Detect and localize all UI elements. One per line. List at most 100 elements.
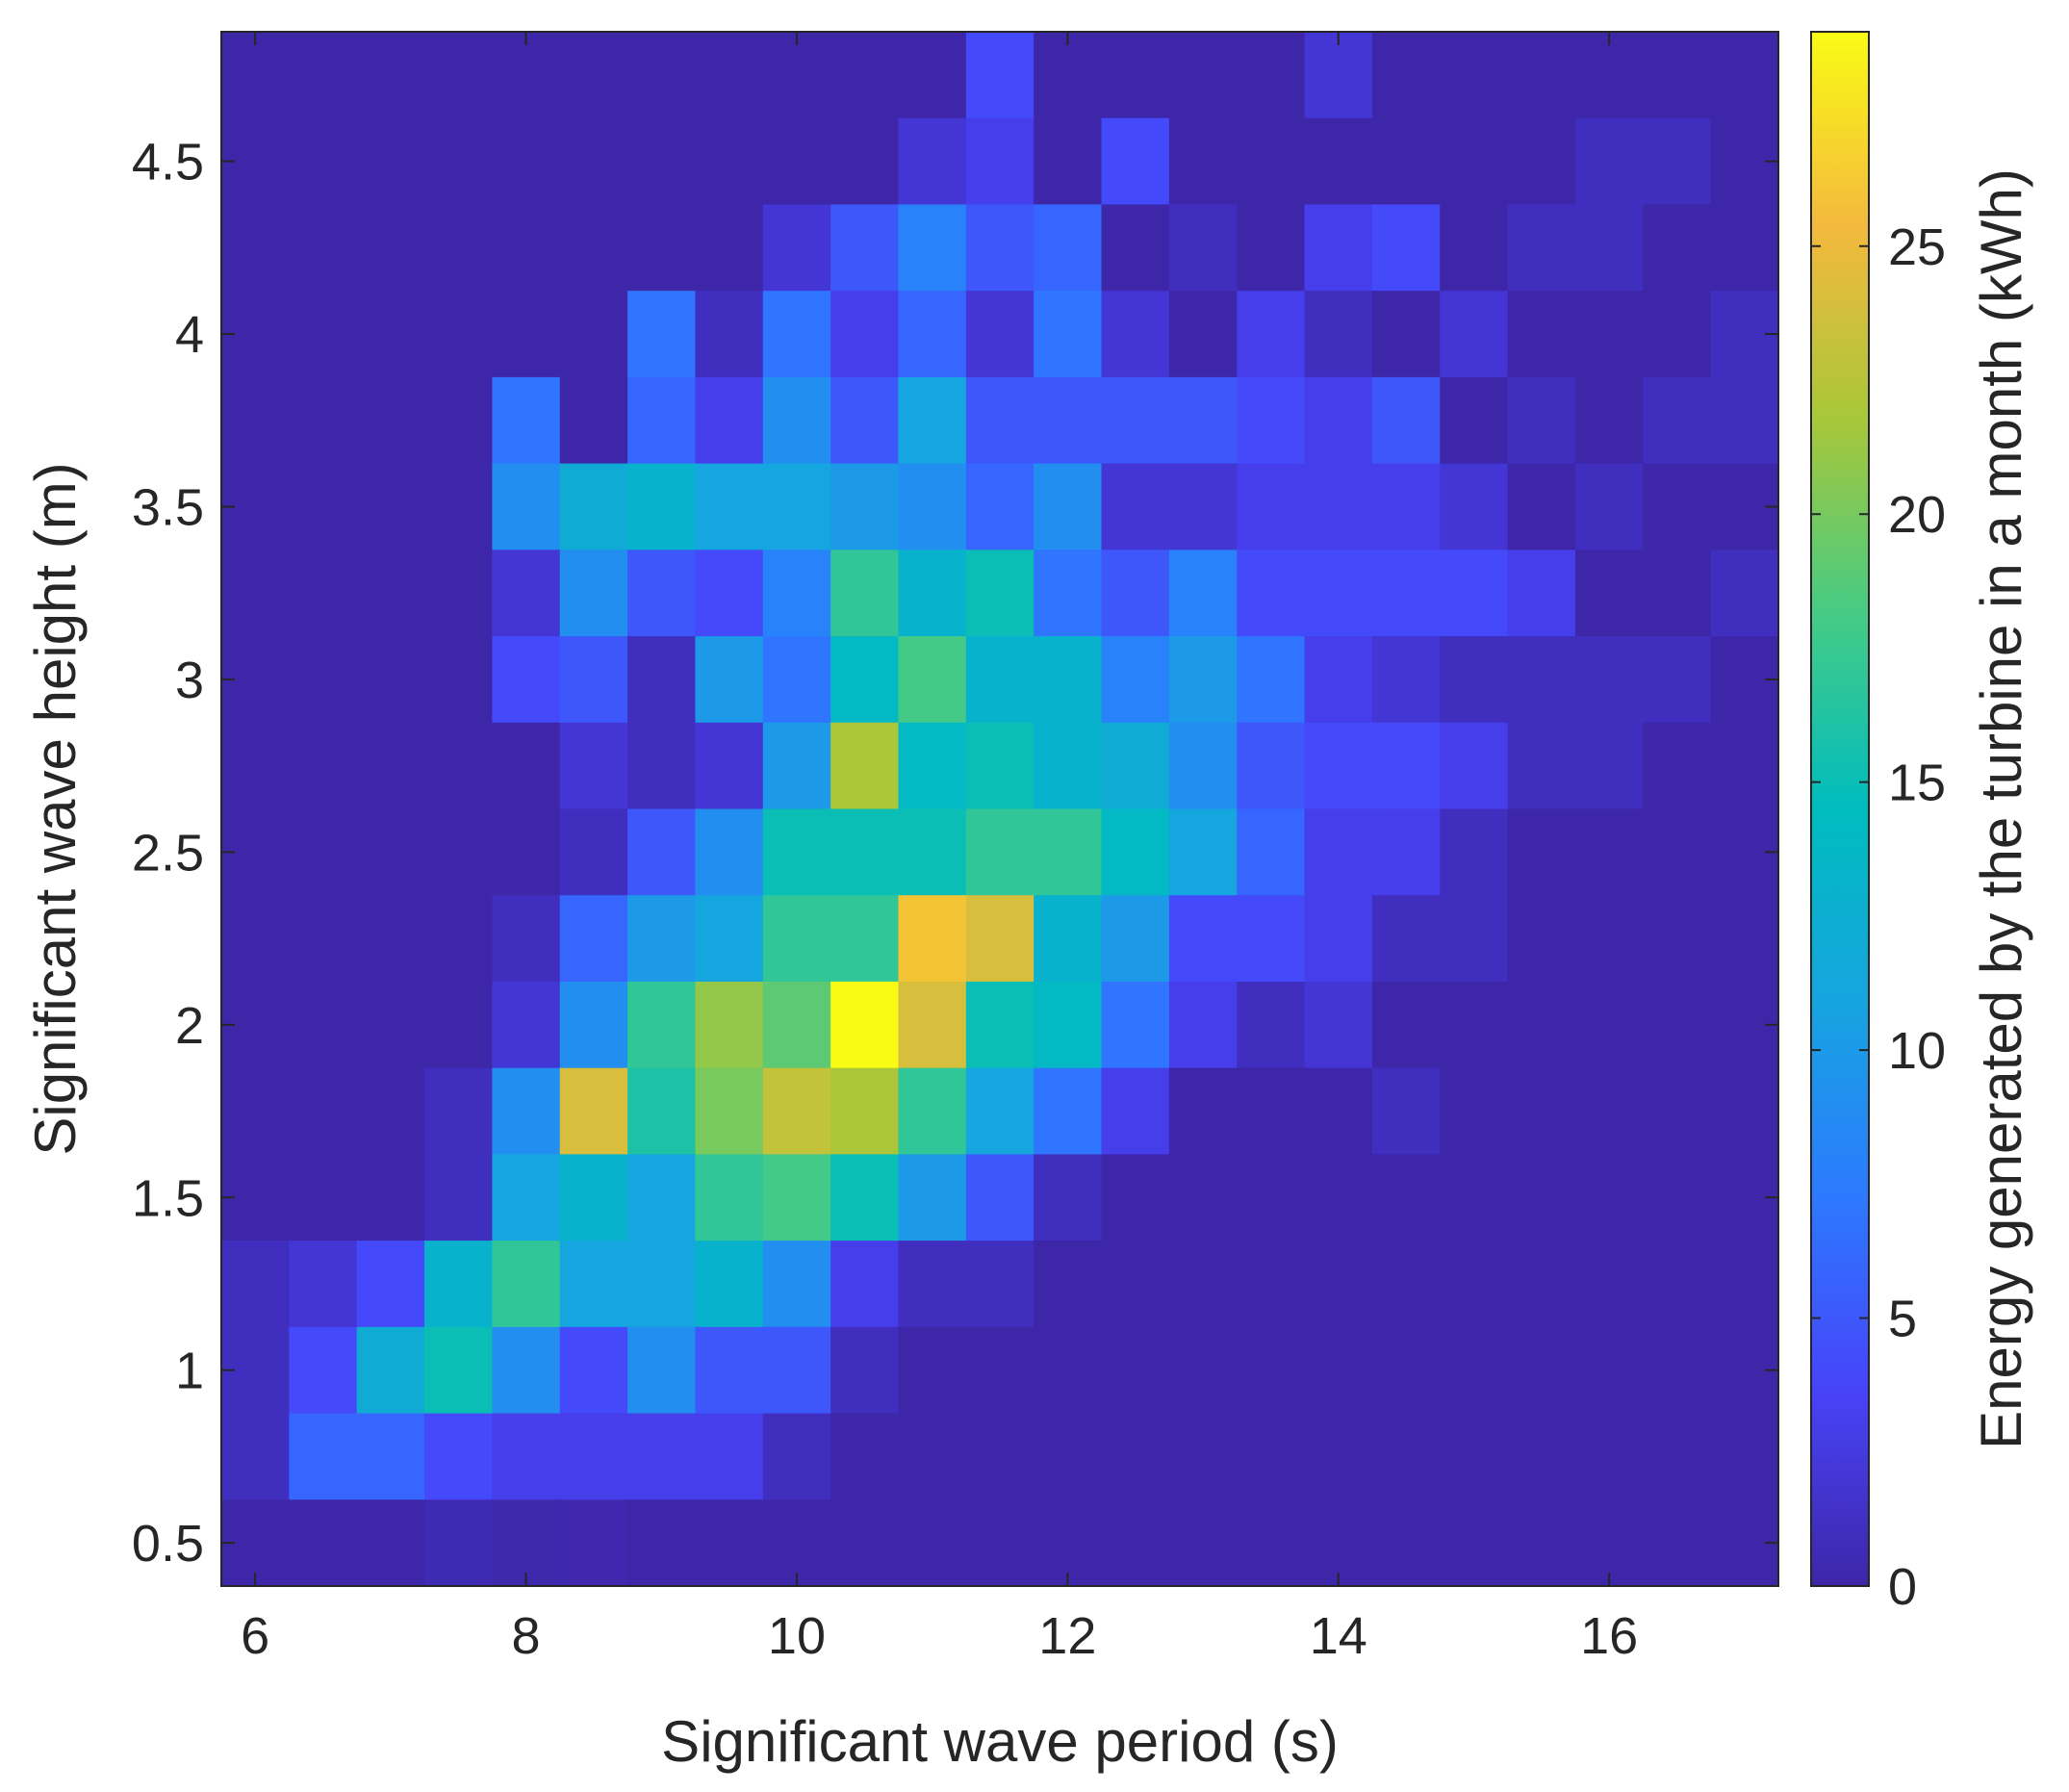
heatmap-cell [762,1326,831,1415]
heatmap-cell [627,376,697,465]
heatmap-cell [830,1067,900,1155]
heatmap-cell [898,981,967,1069]
heatmap-cells [221,32,1779,1587]
heatmap-cell [424,1326,493,1415]
heatmap-cell [1237,1326,1306,1415]
heatmap-cell [492,463,561,550]
heatmap-cell [830,1154,900,1242]
heatmap-cell [356,895,425,983]
heatmap-cell [289,1241,358,1328]
heatmap-cell [762,291,831,378]
heatmap-cell [559,291,628,378]
x-tick-label: 6 [241,1607,269,1665]
heatmap-cell [1371,463,1441,550]
x-tick-label: 8 [512,1607,541,1665]
heatmap-cell [424,1499,493,1587]
heatmap-cell [1168,550,1238,637]
heatmap-cell [1101,895,1170,983]
heatmap-cell [1101,1154,1170,1242]
heatmap-cell [1371,636,1441,724]
heatmap-cell [289,376,358,465]
heatmap-cell [1643,1154,1712,1242]
heatmap-cell [695,550,764,637]
heatmap-cell [1304,808,1373,896]
heatmap-cell [559,722,628,810]
heatmap-cell [289,981,358,1069]
heatmap-cell [898,636,967,724]
heatmap-cell [1440,1413,1509,1500]
heatmap-cell [1168,1154,1238,1242]
heatmap-cell [965,1499,1034,1587]
heatmap-cell [1440,1499,1509,1587]
heatmap-cell [1034,376,1103,465]
heatmap-cell [1101,808,1170,896]
heatmap-cell [1168,1499,1238,1587]
heatmap-cell [1168,32,1238,119]
heatmap-cell [492,636,561,724]
x-tick-label: 10 [768,1607,826,1665]
heatmap-cell [1304,1241,1373,1328]
heatmap-cell [695,722,764,810]
heatmap-cell [830,1241,900,1328]
colorbar-ticks: 0 5 10 15 20 25 [1811,218,1946,1616]
heatmap-cell [1237,204,1306,292]
heatmap-cell [965,204,1034,292]
heatmap-cell [1168,291,1238,378]
colorbar-tick-label: 0 [1888,1558,1917,1616]
heatmap-cell [898,463,967,550]
heatmap-cell [1304,32,1373,119]
heatmap-cell [627,722,697,810]
heatmap-cell [424,1067,493,1155]
heatmap-cell [289,32,358,119]
heatmap-cell [1507,1413,1576,1500]
heatmap-cell [1101,550,1170,637]
heatmap-cell [695,808,764,896]
heatmap-cell [289,722,358,810]
heatmap-cell [830,1499,900,1587]
heatmap-cell [695,291,764,378]
heatmap-cell [1304,463,1373,550]
heatmap-cell [965,376,1034,465]
heatmap-cell [1034,1413,1103,1500]
heatmap-cell [1371,291,1441,378]
heatmap-cell [221,376,290,465]
heatmap-cell [1371,722,1441,810]
heatmap-cell [1710,1241,1779,1328]
heatmap-cell [559,1499,628,1587]
heatmap-cell [289,1154,358,1242]
heatmap-cell [1440,1154,1509,1242]
heatmap-cell [1237,1241,1306,1328]
heatmap-cell [830,204,900,292]
heatmap-cell [627,550,697,637]
heatmap-cell [1507,981,1576,1069]
heatmap-cell [289,1326,358,1415]
heatmap-cell [289,291,358,378]
heatmap-cell [424,204,493,292]
heatmap-cell [356,117,425,206]
heatmap-cell [1574,204,1644,292]
y-tick-label: 2.5 [132,824,204,882]
heatmap-cell [830,1413,900,1500]
heatmap-cell [289,808,358,896]
heatmap-cell [1643,1326,1712,1415]
y-tick-label: 1.5 [132,1169,204,1227]
colorbar-tick-label: 15 [1888,755,1946,812]
heatmap-cell [1371,1241,1441,1328]
heatmap-cell [1643,32,1712,119]
heatmap-cell [492,117,561,206]
heatmap-cell [492,981,561,1069]
y-tick-label: 3.5 [132,478,204,536]
heatmap-cell [1371,117,1441,206]
heatmap-cell [1440,808,1509,896]
heatmap-cell [762,1413,831,1500]
heatmap-cell [1710,1067,1779,1155]
heatmap-cell [1304,895,1373,983]
heatmap-cell [762,376,831,465]
heatmap-cell [1371,895,1441,983]
heatmap-cell [1034,1154,1103,1242]
heatmap-cell [221,1241,290,1328]
heatmap-cell [289,204,358,292]
heatmap-cell [1101,376,1170,465]
heatmap-cell [1168,722,1238,810]
